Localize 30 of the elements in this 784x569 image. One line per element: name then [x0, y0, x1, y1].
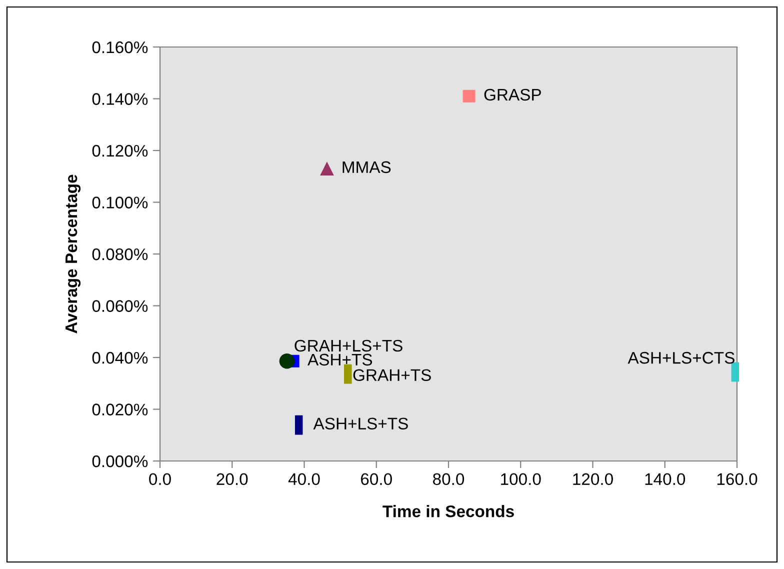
y-tick-label: 0.100%: [92, 196, 148, 208]
y-tick-label: 0.020%: [92, 404, 148, 416]
x-tick-label: 40.0: [288, 473, 320, 486]
x-tick-label: 60.0: [361, 473, 392, 486]
y-tick-label: 0.140%: [92, 93, 148, 105]
series-label: GRAH+TS: [353, 369, 431, 382]
y-tick-label: 0.080%: [92, 248, 148, 260]
x-tick-label: 160.0: [717, 473, 758, 486]
series-label: ASH+LS+CTS: [628, 352, 734, 364]
series-label: GRASP: [484, 88, 541, 101]
x-tick-label: 20.0: [216, 473, 248, 486]
series-label: GRAH+LS+TS: [294, 340, 402, 352]
x-tick-label: 140.0: [645, 473, 686, 486]
series-label: MMAS: [342, 161, 391, 174]
series-label: ASH+LS+TS: [313, 418, 408, 430]
x-tick-label: 120.0: [573, 473, 613, 486]
point: [462, 90, 476, 102]
x-tick-label: 80.0: [433, 473, 464, 486]
point: [279, 353, 295, 369]
point: [320, 162, 334, 176]
x-axis-title: Time in Seconds: [382, 505, 514, 518]
x-tick-label: 100.0: [501, 473, 541, 486]
series-label: ASH+TS: [308, 354, 372, 366]
y-tick-label: 0.120%: [92, 144, 148, 157]
x-tick-label: 0.0: [149, 473, 171, 486]
y-tick-label: 0.060%: [92, 300, 148, 312]
y-tick-label: 0.000%: [92, 455, 148, 468]
y-axis-title: Average Percentage: [66, 174, 81, 334]
y-tick-label: 0.160%: [92, 41, 148, 54]
y-tick-label: 0.040%: [92, 352, 148, 364]
